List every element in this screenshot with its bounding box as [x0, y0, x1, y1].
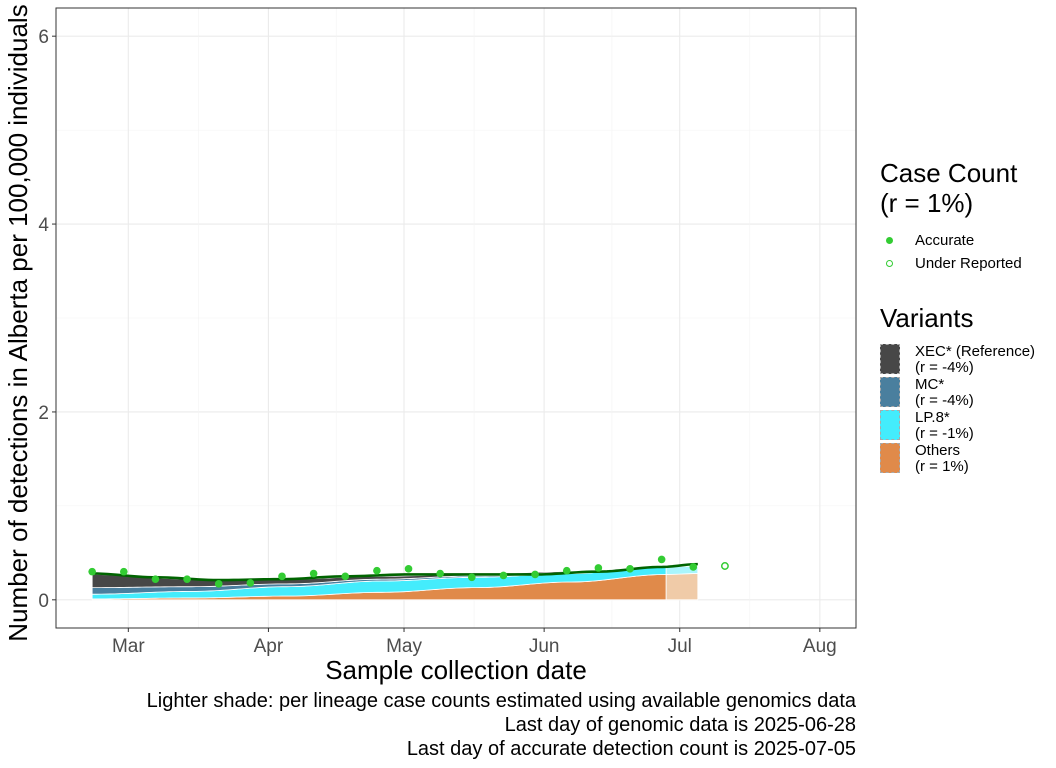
point-accurate: [499, 571, 508, 580]
legend-swatch-lp8: [880, 410, 900, 440]
filled-circle-icon: [886, 237, 893, 244]
legend-item-mc-name: MC*: [915, 376, 945, 393]
point-accurate: [183, 575, 191, 583]
legend-item-lp8-name: LP.8*: [915, 409, 950, 426]
point-accurate: [341, 572, 350, 581]
point-accurate: [246, 579, 255, 587]
stacked-areas: [91, 564, 699, 601]
point-accurate: [309, 569, 318, 578]
legend-item-mc-rate: (r = -4%): [915, 392, 974, 409]
x-tick-label: Jun: [529, 636, 560, 657]
point-under-reported: [720, 562, 729, 570]
point-accurate: [594, 564, 603, 572]
legend-swatch-mc: [880, 377, 900, 407]
caption-lighter-shade: Lighter shade: per lineage case counts e…: [146, 690, 856, 712]
point-accurate: [88, 567, 96, 576]
point-accurate: [689, 563, 698, 571]
point-accurate: [531, 570, 539, 579]
grid: [56, 8, 856, 628]
y-tick-label: 0: [38, 591, 49, 612]
area-estimated-others: [665, 573, 699, 601]
y-tick-label: 4: [38, 215, 49, 236]
legend-swatch-xec: [880, 344, 900, 374]
y-tick-label: 2: [38, 403, 49, 424]
y-axis-label: Number of detections in Alberta per 100,…: [3, 4, 33, 641]
legend-item-xec-label: XEC* (Reference) (r = -4%): [915, 344, 1035, 376]
hollow-circle-icon: [886, 260, 893, 267]
point-accurate: [404, 565, 413, 573]
legend-item-accurate-label: Accurate: [915, 232, 975, 249]
caption-genomic-last-day: Last day of genomic data is 2025-06-28: [504, 714, 856, 736]
legend-item-lp8-rate: (r = -1%): [915, 425, 974, 442]
legend-item-others-label: Others (r = 1%): [915, 443, 969, 475]
legend-variants-title: Variants: [880, 303, 974, 333]
legend-item-lp8-label: LP.8* (r = -1%): [915, 410, 974, 442]
x-tick-label: Mar: [112, 636, 145, 657]
point-accurate: [214, 580, 223, 588]
point-accurate: [119, 567, 128, 576]
x-tick-label: Jul: [668, 636, 692, 657]
plot-border: [55, 7, 857, 629]
x-tick-label: Apr: [254, 636, 284, 657]
point-accurate: [436, 569, 444, 578]
point-accurate: [468, 573, 476, 582]
trend-line-layer: [92, 562, 698, 582]
axes: 0 2 4 6 Mar Apr May Jun Jul Aug: [38, 27, 836, 657]
point-accurate: [626, 565, 634, 573]
legend-item-under-reported-label: Under Reported: [915, 255, 1022, 272]
x-tick-label: May: [386, 636, 422, 657]
point-accurate: [562, 566, 571, 575]
x-axis-label: Sample collection date: [325, 655, 587, 685]
point-accurate: [657, 555, 666, 564]
trend-line: [92, 562, 698, 582]
y-tick-label: 6: [38, 27, 49, 48]
legend-swatch-others: [880, 443, 900, 473]
legend-case-count-title-line2: (r = 1%): [880, 188, 974, 218]
legend-case-count-title: Case Count (r = 1%): [880, 158, 1017, 218]
x-tick-label: Aug: [803, 636, 837, 657]
point-accurate: [151, 575, 160, 583]
point-accurate: [373, 566, 381, 575]
legend-item-others-name: Others: [915, 442, 961, 459]
point-accurate: [278, 572, 286, 581]
legend-case-count-title-line1: Case Count: [880, 158, 1018, 188]
legend-item-mc-label: MC* (r = -4%): [915, 377, 974, 409]
legend-item-xec-rate: (r = -4%): [915, 359, 974, 376]
legend-item-others-rate: (r = 1%): [915, 458, 969, 475]
legend-item-xec-name: XEC* (Reference): [915, 343, 1036, 360]
case-count-points: [88, 555, 729, 588]
caption-accurate-last-day: Last day of accurate detection count is …: [406, 738, 856, 760]
